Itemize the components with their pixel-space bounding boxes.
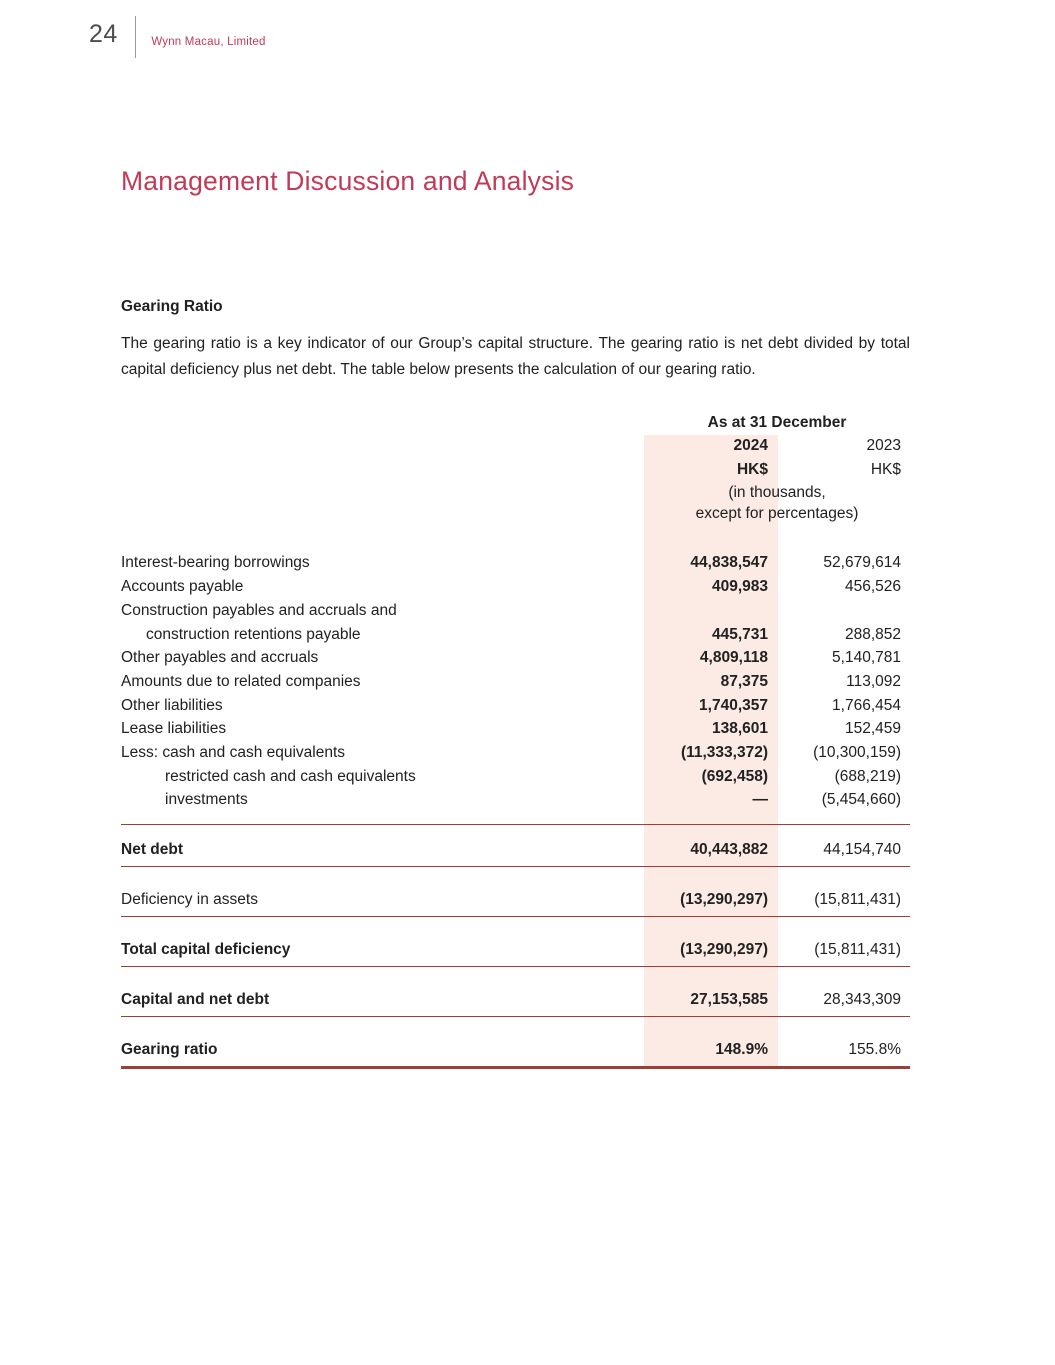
value-2023 — [778, 599, 910, 623]
value-2023: 28,343,309 — [823, 991, 901, 1009]
row-label: investments — [165, 791, 248, 809]
section-heading: Gearing Ratio — [121, 298, 223, 315]
table-row: Accounts payable 409,983 456,526 — [121, 575, 910, 599]
value-2024: (13,290,297) — [680, 941, 768, 959]
column-spacer — [121, 482, 644, 503]
units-note-line2: except for percentages) — [695, 505, 859, 523]
value-2024: 445,731 — [711, 625, 768, 643]
value-2024: 27,153,585 — [690, 991, 768, 1009]
value-2023: 152,459 — [844, 720, 901, 738]
value-2023: (688,219) — [834, 767, 901, 785]
summary-row-block: Net debt 40,443,882 44,154,740 — [121, 824, 910, 868]
table-summary: Net debt 40,443,882 44,154,740 Deficiency i… — [121, 824, 910, 1070]
value-2024: 40,443,882 — [690, 841, 768, 859]
row-label: restricted cash and cash equivalents — [165, 767, 416, 785]
row-label: construction retentions payable — [146, 625, 361, 643]
units-note-line1: (in thousands, — [728, 484, 826, 502]
section-paragraph: The gearing ratio is a key indicator of … — [121, 335, 910, 378]
row-label: Amounts due to related companies — [121, 672, 361, 690]
column-spacer — [121, 434, 644, 458]
gearing-ratio-section: Gearing Ratio The gearing ratio is a key… — [121, 298, 910, 1070]
column-year-2024: 2024 — [733, 437, 768, 455]
column-currency-2024: HK$ — [736, 461, 768, 479]
table-row: construction retentions payable 445,731 28… — [121, 623, 910, 647]
value-2023: 1,766,454 — [832, 696, 901, 714]
table-row: investments — (5,454,660) — [121, 788, 910, 812]
value-2023: 288,852 — [844, 625, 901, 643]
table-header: As at 31 December 2024 2023 HK$ HK$ (in … — [121, 412, 910, 524]
folio-header: 24 Wynn Macau, Limited — [89, 16, 266, 58]
row-label: Gearing ratio — [121, 1041, 218, 1059]
row-label: Net debt — [121, 841, 183, 859]
summary-row: Net debt 40,443,882 44,154,740 — [121, 838, 910, 862]
row-label: Accounts payable — [121, 578, 244, 596]
summary-row: Total capital deficiency (13,290,297) (15,… — [121, 938, 910, 962]
table-row: Less: cash and cash equivalents (11,333,3… — [121, 741, 910, 765]
table-row: Other liabilities 1,740,357 1,766,454 — [121, 694, 910, 718]
column-spacer — [121, 412, 644, 434]
value-2024: 409,983 — [711, 578, 768, 596]
gearing-ratio-table: As at 31 December 2024 2023 HK$ HK$ (in … — [121, 412, 910, 1070]
value-2024: 148.9% — [715, 1041, 768, 1059]
column-spacer — [121, 503, 644, 524]
row-label: Other liabilities — [121, 696, 223, 714]
table-body: Interest-bearing borrowings 44,838,547 52,… — [121, 551, 910, 812]
row-label: Capital and net debt — [121, 991, 270, 1009]
value-2024: — — [752, 791, 769, 809]
row-label: Construction payables and accruals and — [121, 601, 397, 619]
value-2023: (15,811,431) — [814, 891, 901, 909]
main-content: Management Discussion and Analysis Geari… — [121, 0, 910, 1070]
summary-row-block: Gearing ratio 148.9% 155.8% — [121, 1017, 910, 1070]
summary-row-block: Total capital deficiency (13,290,297) (15,… — [121, 917, 910, 968]
table-row: Lease liabilities 138,601 152,459 — [121, 717, 910, 741]
value-2023: 113,092 — [846, 672, 901, 690]
value-2024: 87,375 — [720, 672, 768, 690]
company-name: Wynn Macau, Limited — [151, 36, 266, 48]
summary-row: Capital and net debt 27,153,585 28,343,309 — [121, 988, 910, 1012]
summary-row-block: Capital and net debt 27,153,585 28,343,309 — [121, 967, 910, 1018]
page-title: Management Discussion and Analysis — [121, 166, 575, 196]
summary-row: Deficiency in assets (13,290,297) (15,811,… — [121, 888, 910, 912]
value-2023: (10,300,159) — [813, 744, 901, 762]
highlight-band-2024-column — [644, 435, 778, 1070]
row-label: Other payables and accruals — [121, 649, 319, 667]
table-row: restricted cash and cash equivalents (692… — [121, 765, 910, 789]
value-2023: 5,140,781 — [832, 649, 901, 667]
value-2023: 155.8% — [848, 1041, 901, 1059]
summary-row-block: Deficiency in assets (13,290,297) (15,811,… — [121, 867, 910, 918]
table-row: Other payables and accruals 4,809,118 5,14… — [121, 646, 910, 670]
value-2023: 456,526 — [844, 578, 901, 596]
value-2023: 44,154,740 — [823, 841, 901, 859]
value-2024: (13,290,297) — [680, 891, 768, 909]
column-spacer — [121, 458, 644, 482]
row-label: Less: cash and cash equivalents — [121, 744, 346, 762]
value-2024: (11,333,372) — [680, 744, 768, 762]
value-2024 — [644, 599, 778, 623]
table-row: Interest-bearing borrowings 44,838,547 52,… — [121, 551, 910, 575]
page-number: 24 — [89, 20, 118, 48]
table-row: Construction payables and accruals and — [121, 599, 910, 623]
row-label: Lease liabilities — [121, 720, 227, 738]
value-2023: 52,679,614 — [823, 554, 901, 572]
table-row: Amounts due to related companies 87,375 11… — [121, 670, 910, 694]
folio-divider — [134, 16, 137, 58]
summary-row: Gearing ratio 148.9% 155.8% — [121, 1038, 910, 1062]
column-currency-2023: HK$ — [870, 461, 901, 479]
table-header-title: As at 31 December — [707, 414, 847, 432]
value-2024: 138,601 — [711, 720, 768, 738]
value-2023: (5,454,660) — [821, 791, 901, 809]
value-2024: 4,809,118 — [699, 649, 768, 667]
value-2024: (692,458) — [701, 767, 768, 785]
row-label: Interest-bearing borrowings — [121, 554, 310, 572]
value-2023: (15,811,431) — [814, 941, 901, 959]
row-label: Total capital deficiency — [121, 941, 291, 959]
value-2024: 44,838,547 — [690, 554, 768, 572]
row-label: Deficiency in assets — [121, 891, 258, 909]
value-2024: 1,740,357 — [699, 696, 768, 714]
column-year-2023: 2023 — [866, 437, 901, 455]
